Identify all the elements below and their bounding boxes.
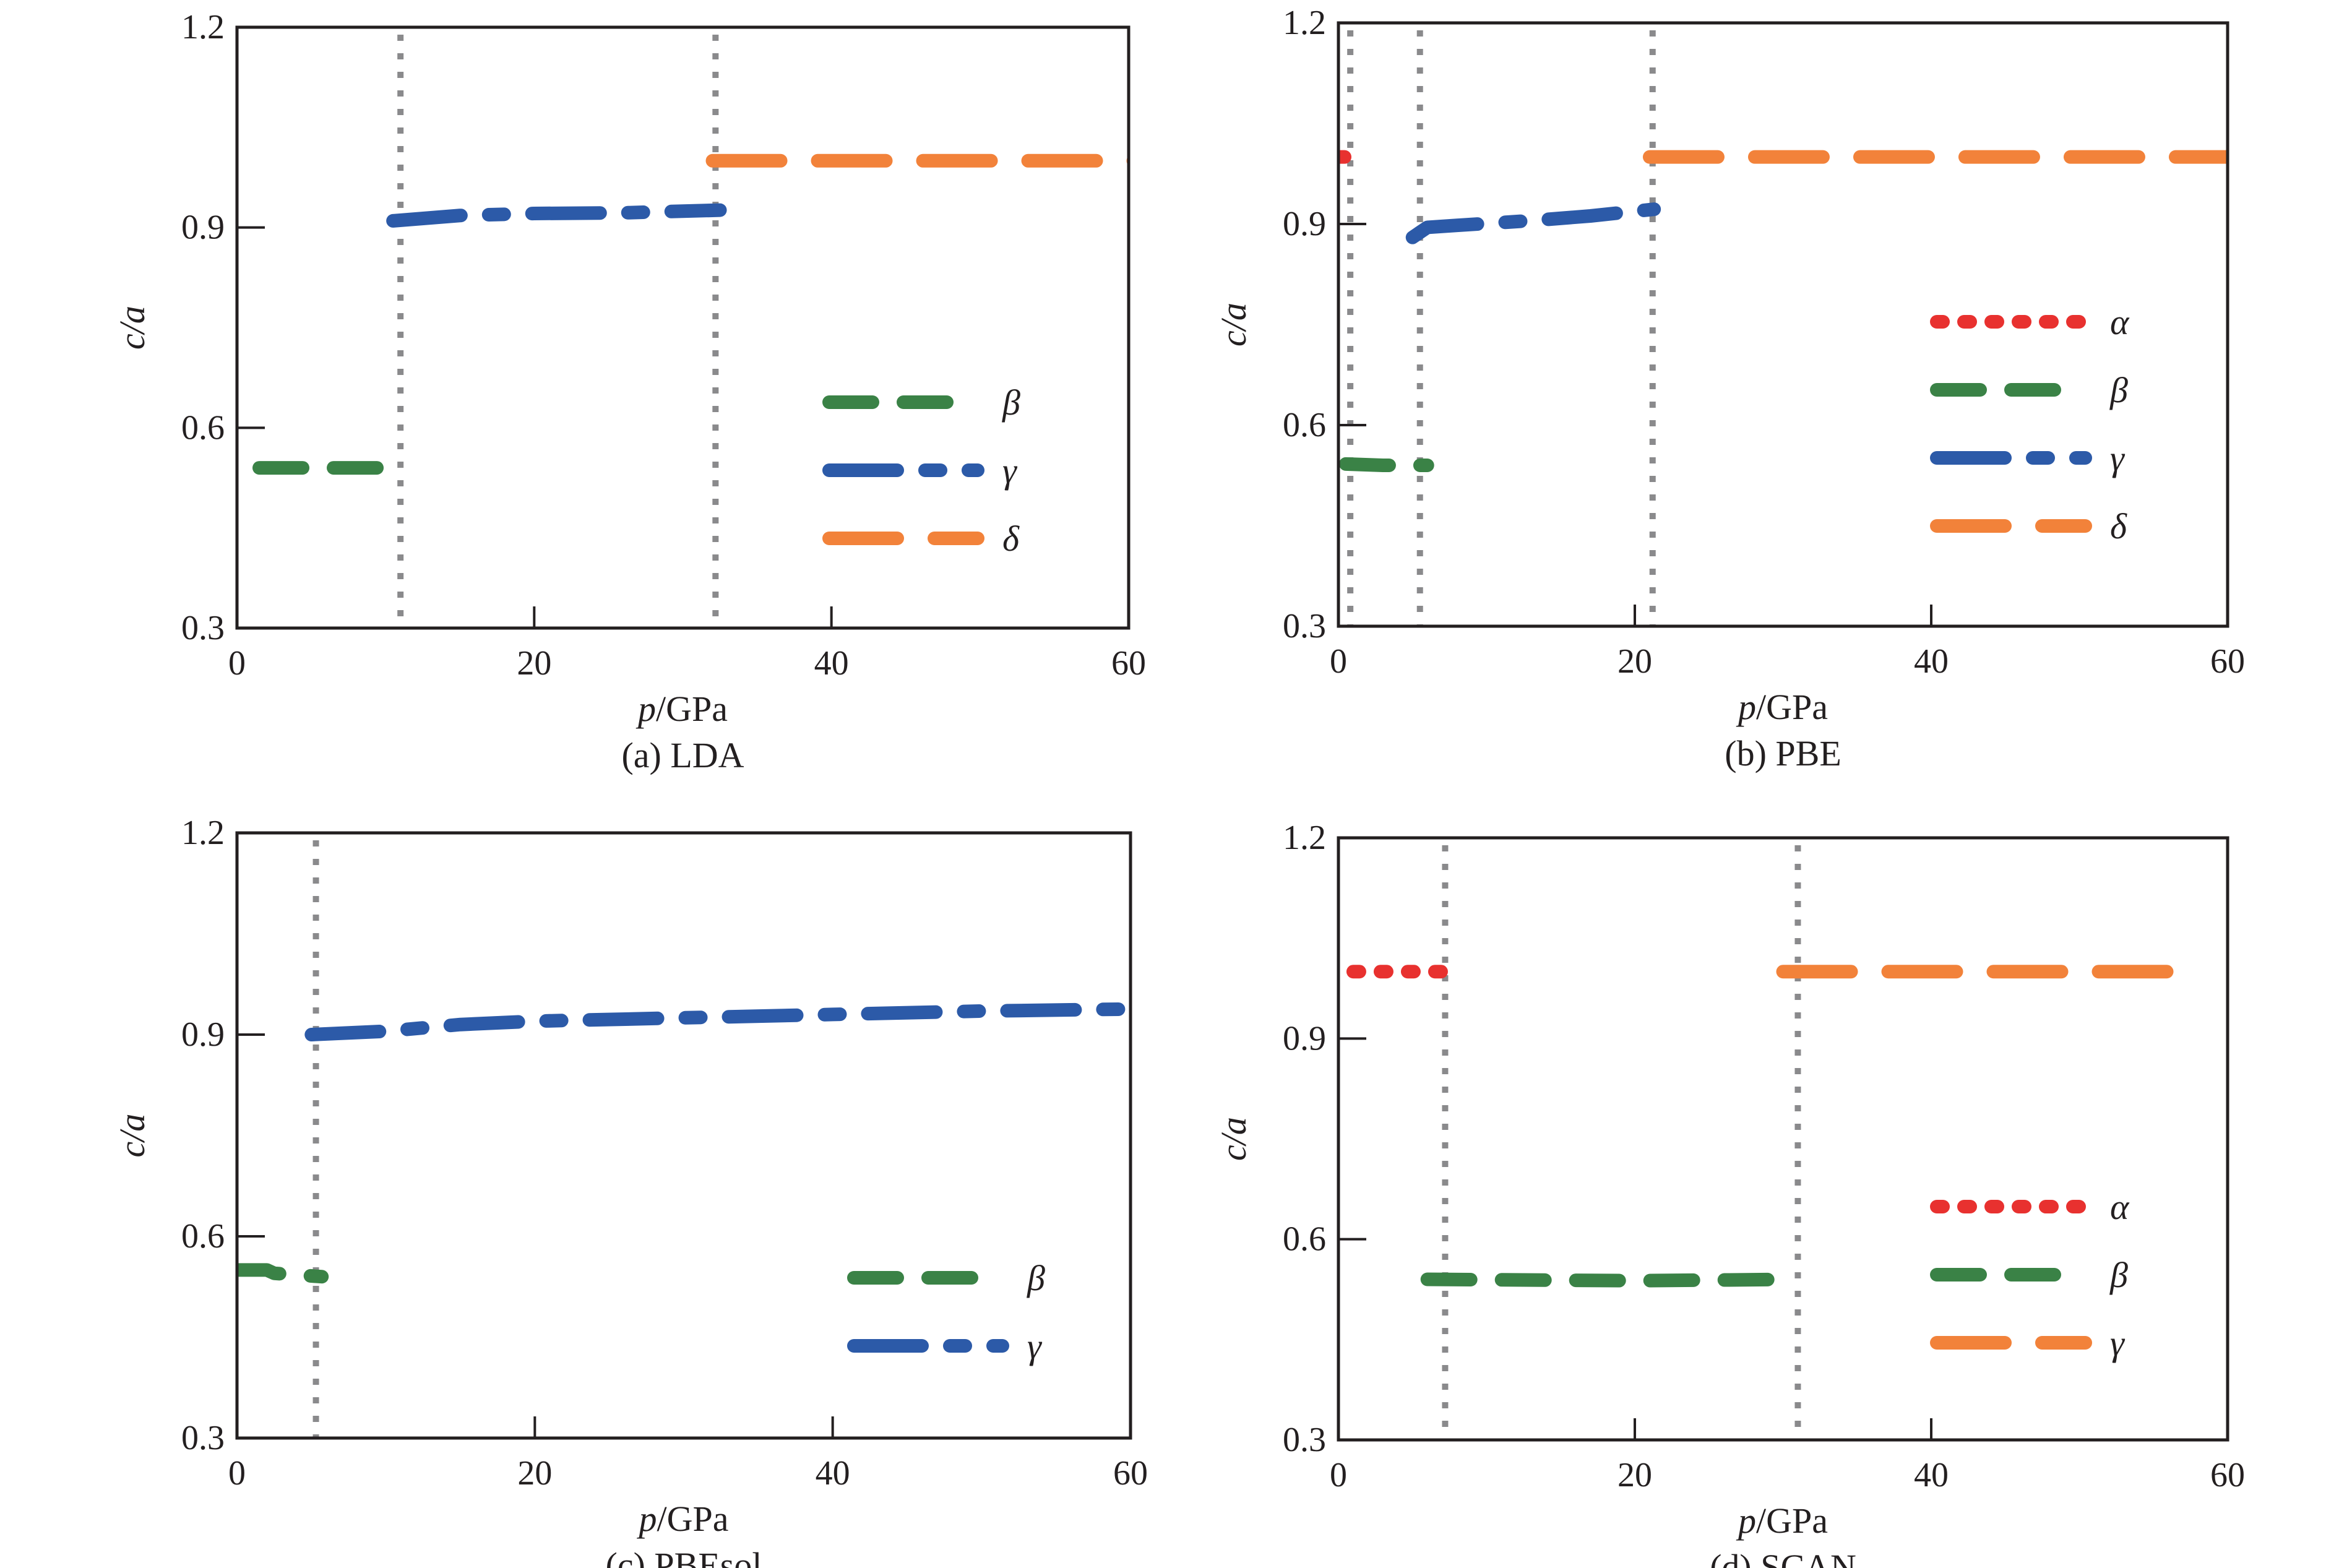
y-tick-label: 0.6 [181, 1217, 225, 1256]
legend-label: γ [2110, 1323, 2126, 1363]
series-line-gamma [1405, 202, 1661, 244]
axes-frame [235, 25, 1131, 630]
x-axis-label-unit: /GPa [657, 1499, 729, 1539]
legend-label: δ [2110, 506, 2127, 546]
series-line-beta [1338, 457, 1434, 472]
x-tick-label: 20 [1617, 1456, 1652, 1494]
x-tick-label: 0 [1330, 642, 1347, 681]
x-tick-label: 0 [1330, 1456, 1347, 1494]
series-line-gamma [386, 203, 727, 228]
panel-0: βγδ 0 20 40 60 0.3 0.6 0.9 1.2 p/GPa c/a (a) LDA [112, 8, 1146, 775]
y-tick-label: 0.6 [1283, 1220, 1326, 1259]
legend-label: γ [1027, 1326, 1043, 1366]
x-tick-label: 20 [1617, 642, 1652, 681]
y-axis-label: c/a [1213, 1117, 1254, 1161]
legend-label: β [1027, 1258, 1045, 1298]
y-tick-label: 1.2 [1283, 4, 1326, 42]
panel-caption: (b) PBE [1725, 733, 1841, 773]
legend-label: β [1002, 382, 1020, 423]
axes-frame [1337, 836, 2229, 1442]
panel-caption: (c) PBEsol [606, 1545, 762, 1568]
x-axis-label-var: p [1736, 1501, 1756, 1541]
x-tick-label: 20 [517, 644, 551, 683]
y-tick-label: 1.2 [1283, 819, 1326, 857]
x-axis-label-unit: /GPa [656, 689, 728, 729]
y-tick-label: 1.2 [181, 814, 225, 852]
y-tick-label: 0.9 [1283, 1019, 1326, 1058]
y-tick-label: 0.3 [181, 609, 225, 647]
x-tick-label: 0 [228, 644, 246, 683]
y-tick-label: 0.9 [181, 1015, 225, 1054]
x-tick-label: 40 [816, 1454, 850, 1493]
x-axis-label: p/GPa [1736, 687, 1828, 727]
x-tick-label: 40 [814, 644, 849, 683]
x-axis-label-unit: /GPa [1756, 1501, 1828, 1541]
y-tick-label: 1.2 [181, 8, 225, 46]
y-tick-label: 0.9 [181, 209, 225, 247]
x-axis-label: p/GPa [635, 689, 728, 729]
x-tick-label: 60 [2210, 642, 2245, 681]
x-axis-label-var: p [635, 689, 656, 729]
y-axis-label: c/a [112, 306, 152, 350]
y-tick-label: 0.9 [1283, 205, 1326, 243]
y-tick-label: 0.3 [181, 1419, 225, 1457]
x-tick-label: 40 [1914, 1456, 1949, 1494]
x-tick-label: 40 [1914, 642, 1949, 681]
panel-caption: (d) SCAN [1710, 1547, 1856, 1568]
legend-label: α [2110, 1187, 2130, 1227]
series-line-gamma [304, 1002, 1131, 1041]
x-tick-label: 0 [228, 1454, 246, 1493]
x-tick-label: 60 [1113, 1454, 1148, 1493]
x-axis-label-unit: /GPa [1756, 687, 1828, 727]
x-tick-label: 60 [1111, 644, 1146, 683]
series-line-beta [1420, 1272, 1805, 1288]
y-axis-label: c/a [1213, 303, 1254, 347]
y-tick-label: 0.3 [1283, 607, 1326, 645]
axes-frame [235, 831, 1132, 1440]
panel-3: αβγ 0 20 40 60 0.3 0.6 0.9 1.2 p/GPa c/a (d) SCAN [1213, 819, 2245, 1568]
legend-label: β [2109, 370, 2128, 410]
legend-label: γ [2110, 438, 2126, 478]
legend-label: γ [1002, 450, 1018, 491]
legend-label: δ [1002, 519, 1020, 559]
x-axis-label: p/GPa [1736, 1501, 1828, 1541]
y-tick-label: 0.6 [181, 408, 225, 447]
legend-label: β [2109, 1255, 2128, 1295]
panel-2: βγ 0 20 40 60 0.3 0.6 0.9 1.2 p/GPa c/a (c) PBEsol [112, 814, 1148, 1568]
x-axis-label-var: p [637, 1499, 657, 1539]
y-axis-label: c/a [112, 1114, 152, 1158]
legend-label: α [2110, 302, 2130, 342]
y-tick-label: 0.6 [1283, 406, 1326, 444]
series-line-beta [237, 1263, 329, 1284]
x-axis-label: p/GPa [637, 1499, 729, 1539]
x-axis-label-var: p [1736, 687, 1756, 727]
x-tick-label: 20 [517, 1454, 552, 1493]
x-tick-label: 60 [2210, 1456, 2245, 1494]
axes-frame [1337, 21, 2229, 628]
panel-caption: (a) LDA [621, 735, 744, 775]
y-tick-label: 0.3 [1283, 1421, 1326, 1459]
